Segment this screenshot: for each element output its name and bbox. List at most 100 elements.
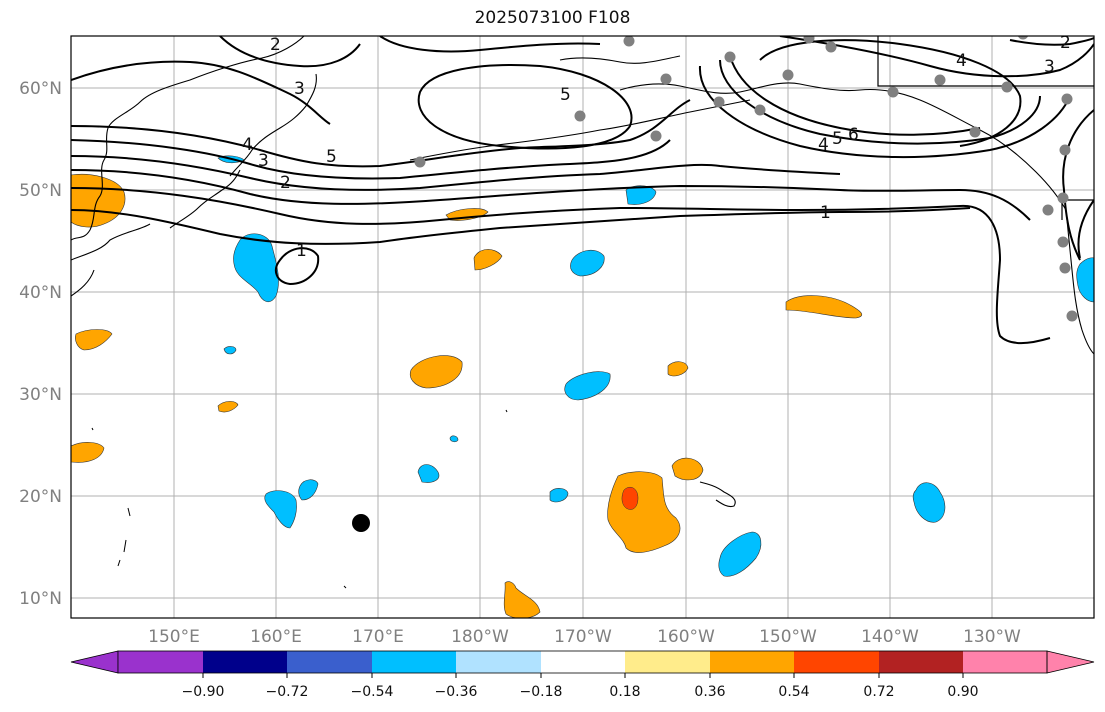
anomaly-patch bbox=[473, 249, 503, 271]
longitude-labels: 150°E 160°E 170°E 180°W 170°W 160°W 150°… bbox=[148, 627, 1021, 647]
station-marker bbox=[934, 74, 946, 86]
contour-label: 1 bbox=[296, 241, 307, 261]
lat-label: 10°N bbox=[19, 589, 62, 609]
colorbar-bin bbox=[203, 651, 287, 673]
contour-line bbox=[779, 36, 1094, 78]
contour-line bbox=[417, 64, 633, 150]
contour-label: 2 bbox=[1060, 33, 1071, 53]
contour-label: 5 bbox=[326, 147, 337, 167]
lat-label: 30°N bbox=[19, 385, 62, 405]
lon-label: 140°W bbox=[861, 627, 919, 647]
contour-line bbox=[71, 139, 671, 180]
anomaly-patch bbox=[564, 371, 611, 401]
lon-label: 150°W bbox=[759, 627, 817, 647]
contour-line bbox=[1062, 109, 1094, 261]
colorbar: −0.90 −0.72 −0.54 −0.36 −0.18 0.18 0.36 … bbox=[70, 650, 1095, 700]
anomaly-patch bbox=[1076, 257, 1094, 303]
anomaly-patch bbox=[417, 464, 440, 483]
station-marker bbox=[825, 41, 837, 53]
contour-label: 6 bbox=[848, 125, 859, 145]
colorbar-tick-label: 0.72 bbox=[863, 684, 894, 700]
lon-label: 170°E bbox=[352, 627, 404, 647]
contour-label: 4 bbox=[242, 135, 253, 155]
colorbar-bin bbox=[879, 651, 963, 673]
lon-label: 160°E bbox=[250, 627, 302, 647]
coastline-japan bbox=[169, 169, 241, 229]
contour-label: 3 bbox=[294, 79, 305, 99]
coastline-bering bbox=[559, 55, 681, 64]
colorbar-bin bbox=[625, 651, 710, 673]
station-marker bbox=[887, 86, 899, 98]
colorbar-bin bbox=[287, 651, 372, 673]
contour-lines bbox=[71, 36, 1094, 344]
contour-label: 4 bbox=[956, 51, 967, 71]
lat-label: 40°N bbox=[19, 283, 62, 303]
coastline-aleutians bbox=[409, 99, 751, 161]
anomaly-patch bbox=[625, 185, 657, 205]
station-marker bbox=[1057, 236, 1069, 248]
lat-label: 50°N bbox=[19, 181, 62, 201]
contour-label: 2 bbox=[270, 35, 281, 55]
station-marker bbox=[1001, 81, 1013, 93]
colorbar-bin bbox=[372, 651, 456, 673]
anomaly-patch bbox=[264, 490, 297, 529]
coastlines bbox=[71, 36, 1094, 508]
contour-label: 3 bbox=[258, 151, 269, 171]
region-box bbox=[877, 36, 1094, 87]
colorbar-tick-label: −0.72 bbox=[266, 684, 309, 700]
colorbar-tick-label: −0.90 bbox=[182, 684, 225, 700]
contour-line bbox=[719, 59, 1041, 145]
contour-line bbox=[379, 36, 601, 53]
colorbar-tick-label: −0.54 bbox=[351, 684, 394, 700]
anomaly-patch bbox=[75, 329, 113, 351]
coastline-asia bbox=[71, 36, 305, 241]
graticule bbox=[71, 36, 1094, 618]
contour-line bbox=[71, 207, 971, 245]
anomaly-patch bbox=[671, 457, 704, 481]
storm-position-marker[interactable] bbox=[352, 514, 370, 532]
anomaly-patch bbox=[233, 233, 279, 303]
lon-label: 180°W bbox=[451, 627, 509, 647]
colorbar-tick-label: 0.90 bbox=[947, 684, 978, 700]
contour-line bbox=[71, 187, 1051, 344]
contour-line bbox=[219, 36, 361, 68]
coastline-north-america bbox=[1065, 209, 1094, 355]
station-marker bbox=[803, 36, 815, 44]
station-marker bbox=[1057, 192, 1069, 204]
contour-label: 5 bbox=[560, 85, 571, 105]
colorbar-bin bbox=[710, 651, 794, 673]
contour-label: 3 bbox=[1044, 57, 1055, 77]
colorbar-bin bbox=[118, 651, 203, 673]
colorbar-tick-label: −0.18 bbox=[520, 684, 563, 700]
station-marker bbox=[724, 51, 736, 63]
station-marker bbox=[754, 104, 766, 116]
latitude-labels: 10°N 20°N 30°N 40°N 50°N 60°N bbox=[19, 79, 62, 609]
station-marker bbox=[713, 96, 725, 108]
contour-labels: 1 1 2 3 3 4 4 5 5 6 2 3 4 5 2 bbox=[242, 33, 1071, 261]
contour-line bbox=[1009, 37, 1094, 46]
contour-line bbox=[71, 155, 841, 191]
colorbar-bin bbox=[456, 651, 541, 673]
colorbar-tick-label: 0.18 bbox=[609, 684, 640, 700]
station-marker bbox=[1042, 204, 1054, 216]
anomaly-patch bbox=[217, 401, 239, 413]
station-marker bbox=[782, 69, 794, 81]
lon-label: 130°W bbox=[963, 627, 1021, 647]
anomaly-patch bbox=[912, 482, 946, 523]
station-marker bbox=[1017, 36, 1029, 40]
colorbar-ticks bbox=[202, 673, 964, 678]
contour-label: 4 bbox=[818, 135, 829, 155]
anomaly-patch bbox=[549, 488, 569, 503]
map-frame bbox=[70, 35, 1095, 619]
station-marker bbox=[1059, 144, 1071, 156]
lon-label: 160°W bbox=[657, 627, 715, 647]
contour-line bbox=[71, 169, 1031, 221]
coastline-kamchatka bbox=[229, 73, 317, 177]
contour-line bbox=[1077, 199, 1094, 259]
station-marker bbox=[969, 126, 981, 138]
anomaly-patch bbox=[667, 361, 689, 377]
map-title: 2025073100 F108 bbox=[474, 8, 631, 28]
coastline-alaska bbox=[619, 82, 1067, 211]
colorbar-bin bbox=[794, 651, 879, 673]
